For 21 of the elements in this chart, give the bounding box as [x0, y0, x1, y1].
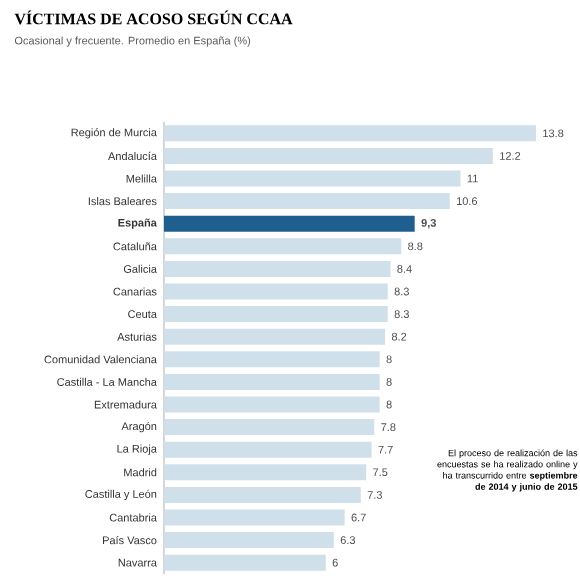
bar: [163, 419, 375, 436]
bar: [163, 373, 380, 390]
bar: [163, 328, 386, 345]
bar: [163, 306, 388, 323]
bar: [163, 238, 402, 255]
bar: [163, 554, 326, 571]
chart-title: VÍCTIMAS DE ACOSO SEGÚN CCAA: [14, 10, 293, 25]
bar: [163, 260, 391, 277]
bar: [163, 441, 372, 458]
bar: [163, 283, 388, 300]
bar: [163, 532, 334, 549]
bar: [163, 464, 367, 481]
bar: [163, 147, 493, 164]
bar: [163, 125, 536, 142]
bar: [163, 486, 361, 503]
bar: [163, 509, 345, 526]
bar: [163, 193, 450, 210]
bar: [163, 351, 380, 368]
bar: [163, 215, 415, 232]
bar: [163, 170, 461, 187]
bar: [163, 396, 380, 413]
